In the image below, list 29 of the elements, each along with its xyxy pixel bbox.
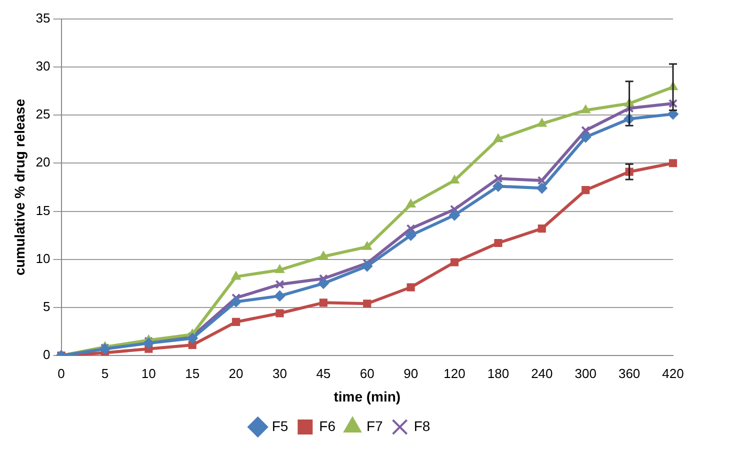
x-tick-label: 45	[316, 366, 331, 381]
x-tick-label: 420	[662, 366, 684, 381]
y-tick-label: 10	[36, 250, 50, 266]
legend-label: F7	[366, 418, 384, 434]
x-tick-label: 60	[360, 366, 374, 381]
legend-label: F5	[272, 418, 288, 434]
x-tick-label: 360	[618, 366, 640, 381]
y-axis-title: cumulative % drug release	[11, 98, 28, 276]
x-axis-title: time (min)	[334, 388, 401, 404]
y-tick-label: 5	[43, 299, 50, 314]
x-tick-label: 180	[487, 366, 510, 381]
x-tick-label: 240	[531, 366, 553, 381]
y-tick-label: 15	[36, 202, 50, 218]
y-tick-label: 20	[36, 154, 50, 170]
y-tick-label: 25	[36, 106, 50, 122]
x-tick-label: 0	[58, 366, 65, 381]
x-tick-label: 10	[141, 366, 156, 381]
y-tick-label: 35	[36, 10, 50, 26]
y-tick-label: 30	[36, 58, 50, 74]
x-tick-label: 120	[444, 366, 466, 381]
x-tick-label: 20	[228, 366, 244, 381]
x-tick-label: 30	[272, 366, 287, 381]
x-tick-label: 15	[185, 366, 200, 381]
x-tick-label: 90	[404, 366, 418, 381]
legend-label: F8	[414, 418, 430, 434]
y-tick-label: 0	[43, 347, 50, 362]
x-tick-label: 5	[101, 366, 109, 381]
x-tick-label: 300	[574, 366, 596, 381]
legend-label: F6	[319, 418, 336, 434]
